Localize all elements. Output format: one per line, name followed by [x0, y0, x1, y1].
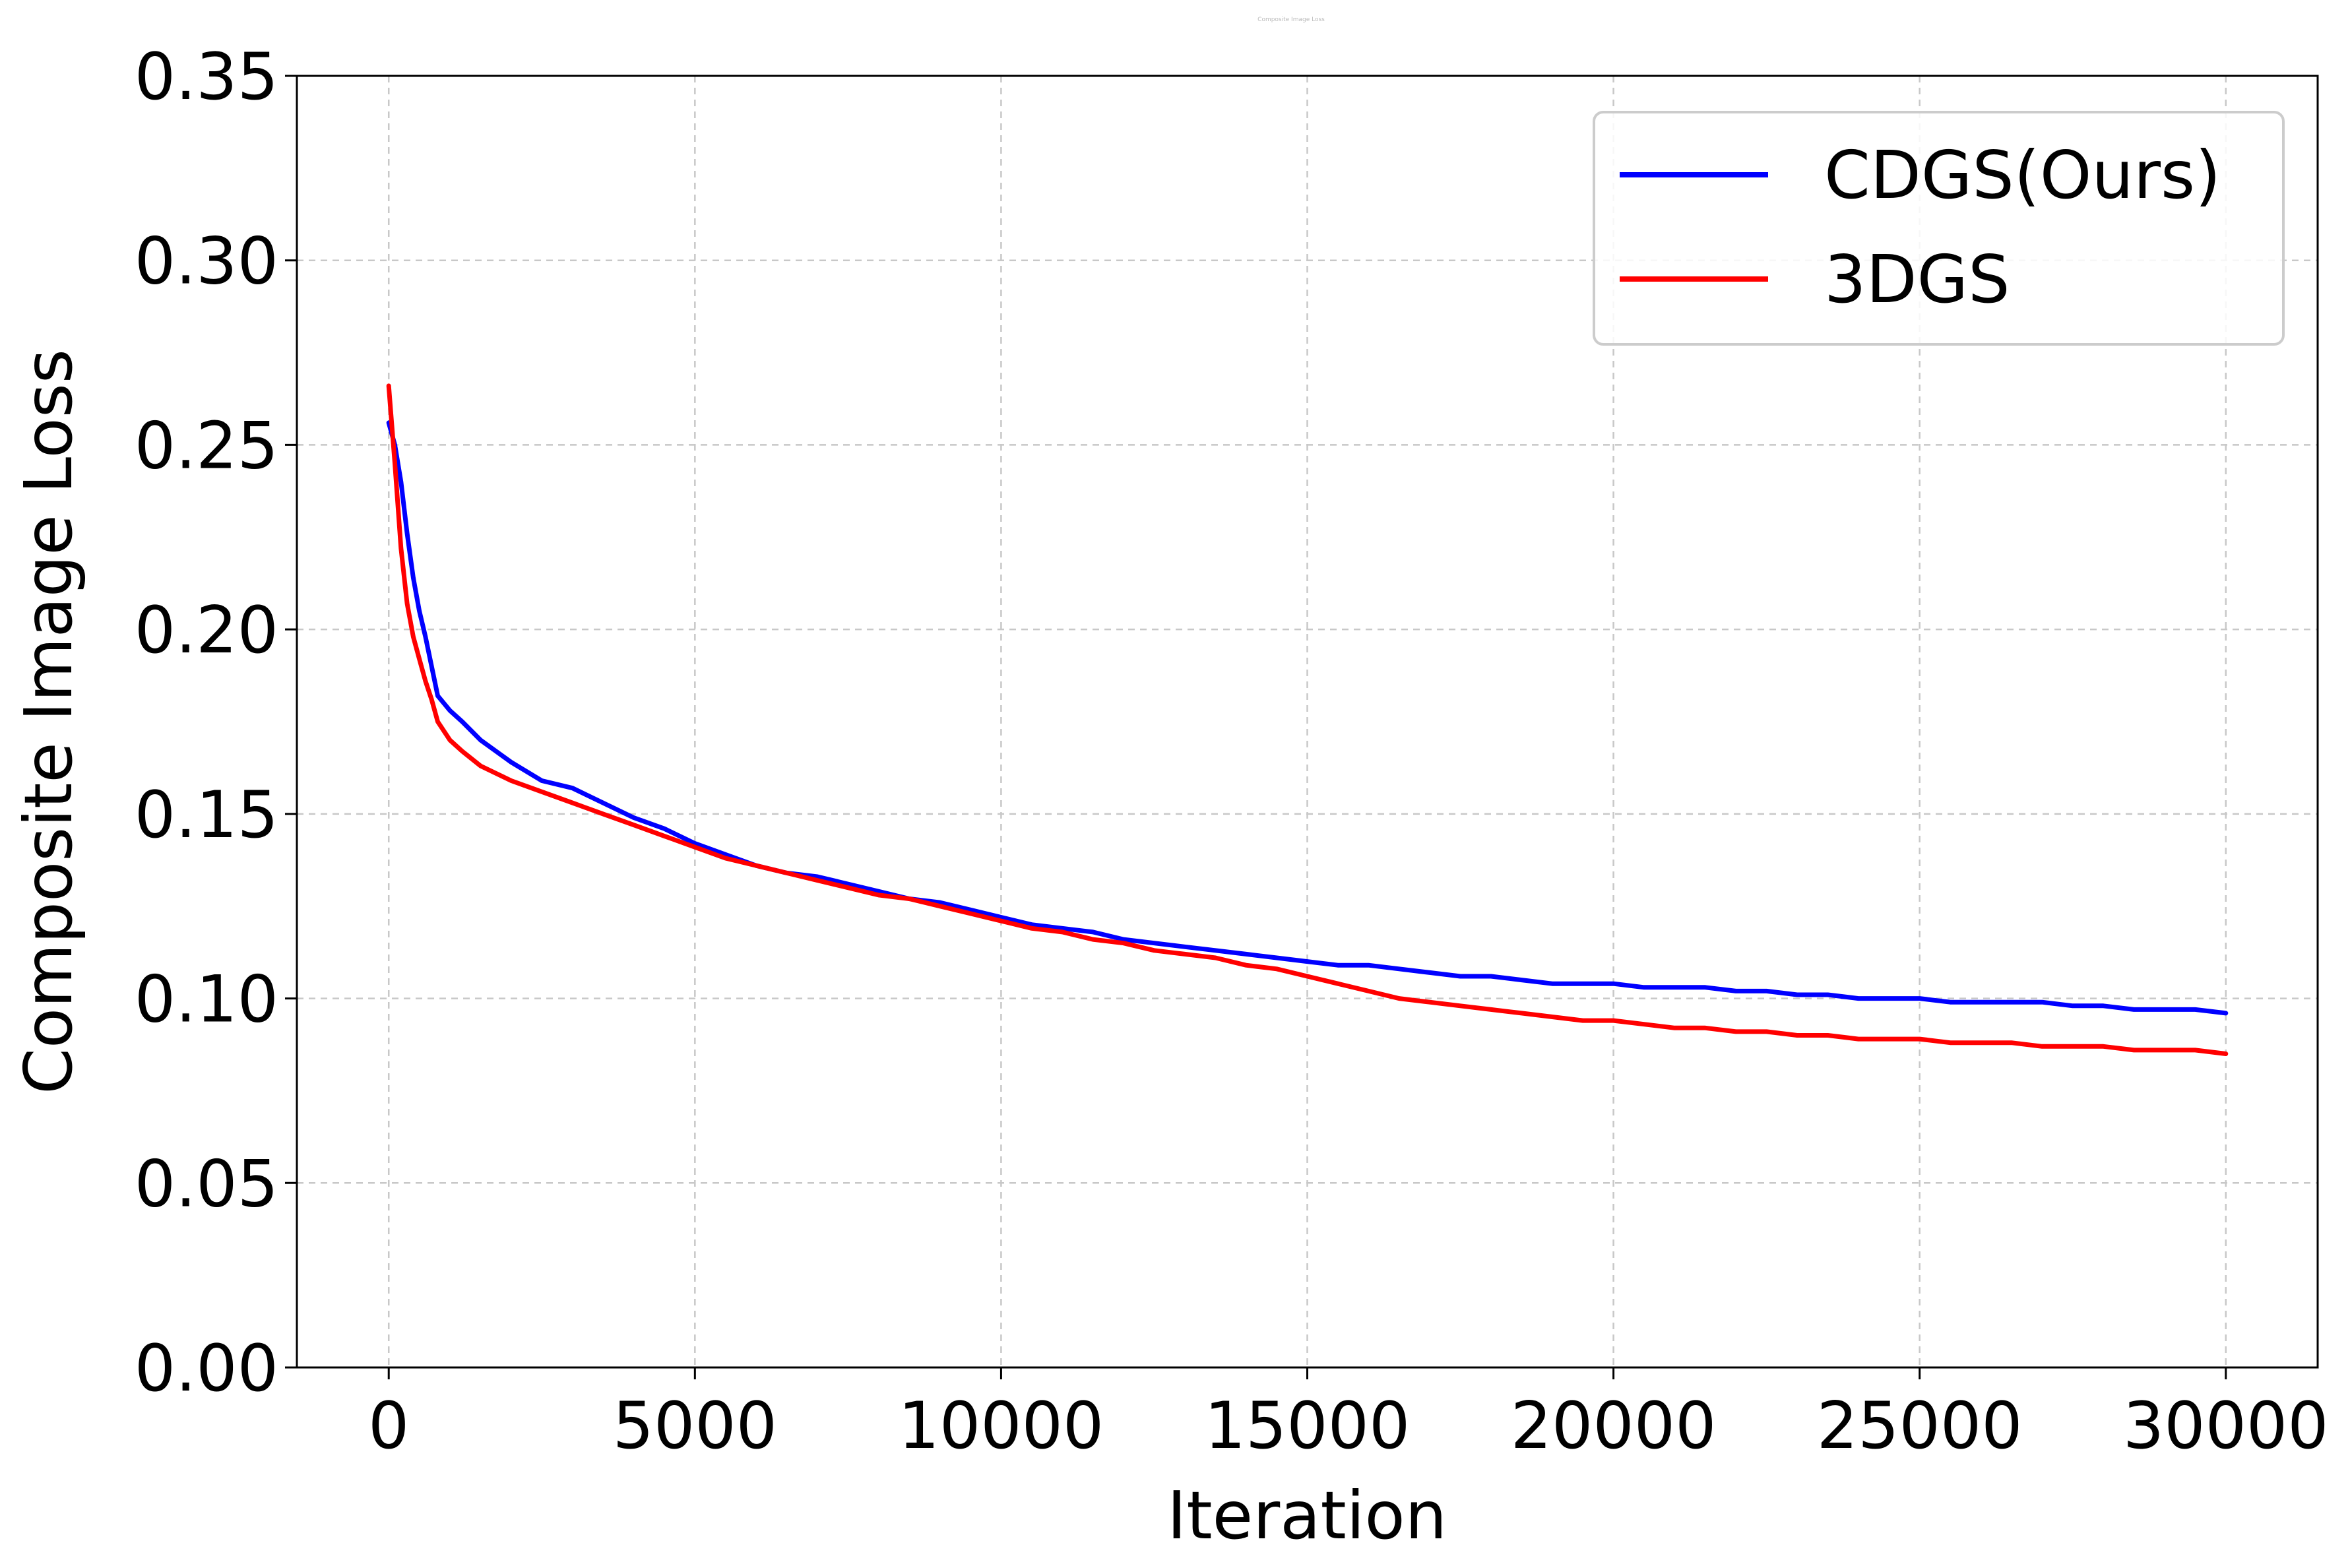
- y-tick-label-4: 0.20: [135, 593, 278, 668]
- legend-label-3dgs: 3DGS: [1824, 241, 2010, 318]
- series-line-cdgs: [386, 420, 2229, 1016]
- legend-box: [1593, 111, 2285, 346]
- x-tick-label-1: 5000: [613, 1389, 777, 1464]
- series-layer: [386, 383, 2229, 1056]
- x-axis-label: Iteration: [1167, 1477, 1447, 1554]
- series-line-3dgs: [386, 383, 2229, 1056]
- y-tick-label-3: 0.15: [135, 778, 278, 853]
- y-tick-label-2: 0.10: [135, 962, 278, 1038]
- x-tick-label-0: 0: [368, 1389, 409, 1464]
- x-tick-label-2: 10000: [899, 1389, 1104, 1464]
- y-axis-label: Composite Image Loss: [10, 349, 87, 1094]
- chart-title: Composite Image Loss: [1257, 16, 1325, 23]
- x-axis: 0 5000 10000 15000 20000 25000 30000: [368, 1367, 2329, 1464]
- legend: CDGS(Ours) 3DGS: [1593, 111, 2285, 346]
- y-tick-label-7: 0.35: [135, 40, 278, 115]
- y-tick-label-0: 0.00: [135, 1331, 278, 1406]
- y-axis: 0.00 0.05 0.10 0.15 0.20 0.25 0.30 0.35: [135, 40, 297, 1406]
- x-tick-label-6: 30000: [2123, 1389, 2329, 1464]
- x-tick-label-5: 25000: [1817, 1389, 2023, 1464]
- y-tick-label-5: 0.25: [135, 408, 278, 484]
- y-tick-label-6: 0.30: [135, 224, 278, 299]
- legend-label-cdgs: CDGS(Ours): [1824, 137, 2221, 214]
- y-tick-label-1: 0.05: [135, 1146, 278, 1222]
- x-tick-label-4: 20000: [1511, 1389, 1717, 1464]
- x-tick-label-3: 15000: [1205, 1389, 1411, 1464]
